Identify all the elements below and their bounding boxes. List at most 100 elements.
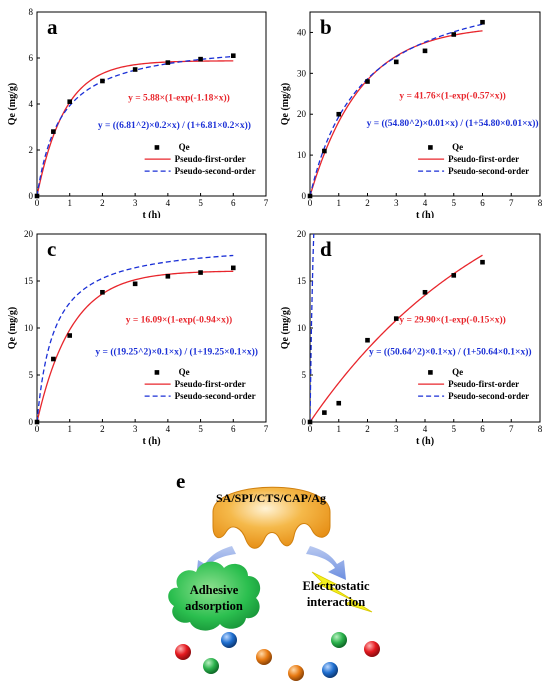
y-tick-label: 15	[24, 276, 34, 286]
data-point	[34, 419, 40, 425]
x-axis-label: t (h)	[142, 210, 160, 218]
data-point	[100, 78, 105, 84]
x-tick-label: 7	[264, 198, 269, 208]
legend: Qe Pseudo-first-order Pseudo-second-order	[418, 367, 529, 401]
y-tick-label: 30	[297, 68, 307, 78]
mechanism-left-line-1: Adhesive	[190, 583, 239, 597]
chart-panel-b: 0 1 2 3 4 5 6 7 8 0 10 20 30 40 t (h) Qe (mg/g) b y = 41.…	[280, 11, 543, 218]
legend: Qe Pseudo-first-order Pseudo-second-order	[418, 142, 529, 176]
data-point	[322, 148, 327, 154]
x-tick-label: 5	[198, 198, 203, 208]
y-tick-label: 0	[302, 191, 307, 201]
x-tick-label: 2	[365, 424, 370, 434]
x-tick-label: 1	[67, 198, 72, 208]
y-tick-label: 0	[29, 191, 34, 201]
legend-label-pso: Pseudo-second-order	[175, 391, 256, 401]
particle-green-2	[331, 632, 347, 648]
data-point	[132, 281, 138, 287]
pseudo-second-order-equation: y = ((6.81^2)×0.2×x) / (1+6.81×0.2×x))	[98, 120, 251, 131]
y-tick-label: 10	[297, 150, 307, 160]
pseudo-second-order-equation: y = ((54.80^2)×0.01×x) / (1+54.80×0.01×x…	[367, 118, 539, 129]
pseudo-second-order-curve	[310, 23, 483, 196]
y-axis-label: Qe (mg/g)	[7, 307, 18, 350]
y-tick-label: 40	[297, 27, 307, 37]
y-axis-label: Qe (mg/g)	[280, 83, 291, 126]
data-point	[198, 56, 203, 62]
panel-label-a: a	[47, 15, 58, 39]
legend-marker-qe	[428, 370, 433, 375]
x-tick-label: 7	[509, 198, 514, 208]
data-point	[393, 316, 399, 321]
lightning-icon	[311, 571, 373, 613]
x-tick-label: 0	[308, 198, 313, 208]
data-point	[165, 274, 171, 279]
data-point	[393, 59, 399, 65]
pseudo-first-order-equation: y = 41.76×(1-exp(-0.57×x))	[399, 90, 505, 101]
legend-label-qe: Qe	[452, 367, 463, 377]
data-point	[198, 270, 203, 275]
x-tick-label: 2	[100, 198, 105, 208]
legend-marker-qe	[154, 145, 160, 150]
x-tick-label: 4	[423, 198, 428, 208]
data-point	[230, 53, 236, 58]
y-tick-label: 20	[297, 229, 307, 239]
data-point	[365, 337, 370, 343]
x-tick-label: 3	[133, 424, 138, 434]
mechanism-left-line-2: adsorption	[185, 599, 243, 613]
pseudo-second-order-equation: y = ((50.64^2)×0.1×x) / (1+50.64×0.1×x))	[369, 346, 532, 357]
x-tick-label: 4	[166, 198, 171, 208]
data-point	[51, 356, 56, 362]
x-tick-label: 6	[231, 424, 236, 434]
x-tick-label: 5	[452, 198, 457, 208]
data-point	[422, 289, 428, 295]
y-tick-label: 6	[29, 53, 34, 63]
legend-marker-qe	[154, 370, 160, 375]
data-point	[67, 333, 73, 338]
y-axis-label: Qe (mg/g)	[280, 307, 291, 350]
legend-label-pfo: Pseudo-first-order	[448, 154, 519, 164]
x-tick-label: 0	[35, 424, 40, 434]
legend-label-pfo: Pseudo-first-order	[448, 379, 519, 389]
data-point	[336, 111, 342, 117]
legend-marker-qe	[428, 145, 433, 150]
y-tick-label: 0	[29, 417, 34, 427]
y-tick-label: 5	[302, 370, 307, 380]
x-tick-label: 3	[394, 198, 399, 208]
x-axis-label: t (h)	[416, 436, 434, 447]
panel-label-c: c	[47, 237, 56, 261]
legend-label-qe: Qe	[452, 142, 463, 152]
legend: Qe Pseudo-first-order Pseudo-second-order	[144, 367, 256, 401]
x-axis-label: t (h)	[142, 436, 160, 447]
legend-label-pso: Pseudo-second-order	[448, 391, 529, 401]
legend-label-qe: Qe	[179, 367, 190, 377]
data-point	[336, 400, 342, 406]
y-tick-label: 8	[29, 7, 34, 17]
x-tick-label: 0	[35, 198, 40, 208]
y-tick-label: 10	[24, 323, 34, 333]
data-point	[451, 273, 457, 278]
x-tick-label: 8	[538, 198, 543, 208]
x-axis-label: t (h)	[416, 210, 434, 218]
pseudo-first-order-equation: y = 5.88×(1-exp(-1.18×x))	[128, 92, 230, 103]
data-point	[51, 129, 56, 134]
x-tick-label: 6	[231, 198, 236, 208]
mechanism-right-line-1: Electrostatic	[302, 579, 370, 593]
legend-label-pso: Pseudo-second-order	[175, 166, 256, 176]
data-point	[451, 32, 457, 37]
chart-panel-c: 0 1 2 3 4 5 6 7 0 5 10 15 20 t (h) Qe (mg/g) c y = 16.09…	[7, 229, 269, 447]
x-tick-label: 7	[264, 424, 269, 434]
data-point	[422, 48, 428, 54]
chart-panel-a: 0 1 2 3 4 5 6 7 0 2 4 6 8 t (h) Qe (mg/g) a y = 5.88×(1-…	[7, 7, 269, 218]
adhesive-cloud-icon	[168, 561, 261, 631]
y-tick-label: 5	[29, 370, 34, 380]
panel-label-d: d	[320, 237, 332, 261]
data-point	[34, 193, 40, 199]
x-tick-label: 1	[67, 424, 72, 434]
x-tick-label: 4	[423, 424, 428, 434]
x-tick-label: 3	[394, 424, 399, 434]
legend-label-pfo: Pseudo-first-order	[175, 154, 246, 164]
x-tick-label: 1	[337, 198, 342, 208]
x-tick-label: 5	[198, 424, 203, 434]
x-tick-label: 0	[308, 424, 313, 434]
panel-label-e: e	[176, 469, 185, 493]
